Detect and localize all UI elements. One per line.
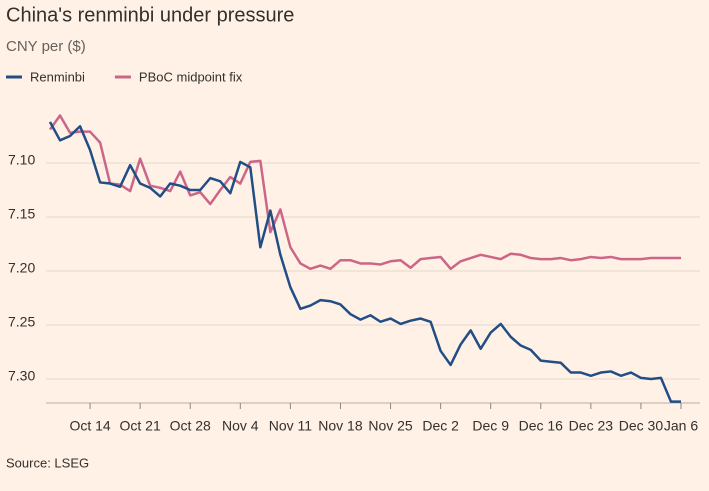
x-tick-label: Nov 11 [269, 418, 313, 434]
x-tick-label: Nov 4 [222, 418, 259, 434]
x-tick-label: Dec 30 [619, 418, 664, 434]
x-tick-label: Dec 2 [422, 418, 459, 434]
y-tick-label: 7.10 [8, 152, 35, 168]
x-tick-label: Nov 25 [368, 418, 413, 434]
chart-title: China's renminbi under pressure [6, 4, 294, 26]
y-tick-label: 7.30 [8, 368, 35, 384]
x-tick-label: Jan 6 [664, 418, 698, 434]
y-tick-label: 7.25 [8, 314, 35, 330]
x-tick-label: Dec 16 [519, 418, 564, 434]
y-tick-label: 7.15 [8, 206, 35, 222]
y-tick-label: 7.20 [8, 260, 35, 276]
x-tick-label: Dec 23 [569, 418, 614, 434]
x-tick-label: Oct 14 [69, 418, 110, 434]
legend-label: Renminbi [30, 69, 85, 84]
x-tick-label: Oct 28 [170, 418, 211, 434]
x-tick-label: Oct 21 [120, 418, 161, 434]
x-tick-label: Nov 18 [318, 418, 363, 434]
x-tick-label: Dec 9 [472, 418, 509, 434]
legend-label: PBoC midpoint fix [139, 69, 243, 84]
series-line [48, 114, 681, 271]
source: Source: LSEG [6, 455, 89, 470]
chart-subtitle: CNY per ($) [6, 38, 86, 55]
series-line [48, 121, 681, 403]
